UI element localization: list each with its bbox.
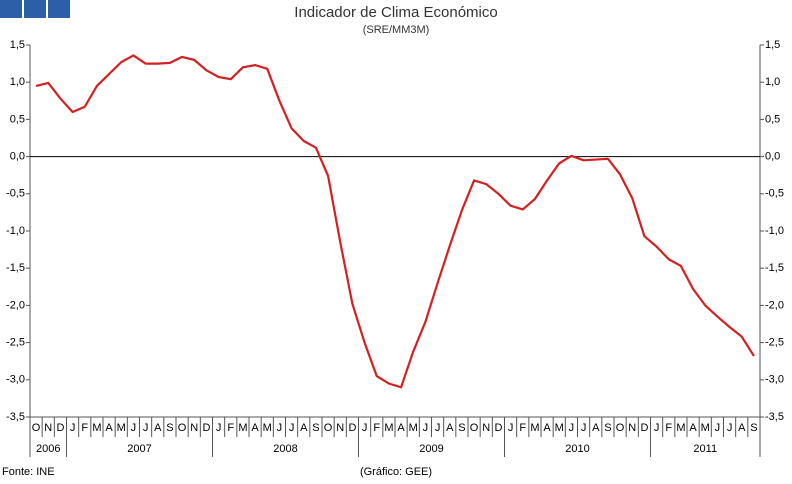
x-tick-label: A bbox=[300, 422, 308, 434]
y-tick-label: 0,0 bbox=[10, 151, 25, 163]
x-tick-label: A bbox=[105, 422, 113, 434]
x-tick-label: N bbox=[628, 422, 636, 434]
x-tick-label: J bbox=[131, 422, 137, 434]
y-tick-label: -1,5 bbox=[6, 262, 25, 274]
x-tick-label: J bbox=[435, 422, 441, 434]
y-tick-label: -1,0 bbox=[6, 225, 25, 237]
y2-tick-label: -2,5 bbox=[765, 337, 784, 349]
x-tick-label: O bbox=[616, 422, 625, 434]
x-tick-label: M bbox=[530, 422, 539, 434]
x-tick-label: S bbox=[604, 422, 611, 434]
x-tick-label: J bbox=[654, 422, 660, 434]
source: Fonte: INE bbox=[2, 466, 55, 478]
x-tick-label: D bbox=[640, 422, 648, 434]
x-tick-label: J bbox=[715, 422, 721, 434]
y-tick-label: -2,5 bbox=[6, 337, 25, 349]
year-label: 2007 bbox=[127, 443, 151, 455]
x-tick-label: O bbox=[324, 422, 333, 434]
x-tick-label: J bbox=[581, 422, 587, 434]
credit: (Gráfico: GEE) bbox=[360, 466, 432, 478]
year-label: 2008 bbox=[273, 443, 297, 455]
y-tick-label: 1,5 bbox=[10, 39, 25, 51]
y2-tick-label: 1,5 bbox=[765, 39, 780, 51]
x-tick-label: F bbox=[81, 422, 88, 434]
x-tick-label: S bbox=[458, 422, 465, 434]
x-tick-label: A bbox=[689, 422, 697, 434]
x-tick-label: J bbox=[727, 422, 733, 434]
x-tick-label: O bbox=[32, 422, 41, 434]
year-label: 2010 bbox=[565, 443, 589, 455]
x-tick-label: F bbox=[227, 422, 234, 434]
y2-tick-label: 0,0 bbox=[765, 151, 780, 163]
chart-subtitle: (SRE/MM3M) bbox=[363, 24, 430, 36]
y2-tick-label: -3,5 bbox=[765, 411, 784, 423]
x-tick-label: O bbox=[470, 422, 479, 434]
data-line bbox=[35, 54, 755, 389]
x-tick-label: M bbox=[701, 422, 710, 434]
x-tick-label: M bbox=[238, 422, 247, 434]
x-tick-label: F bbox=[373, 422, 380, 434]
x-tick-label: N bbox=[482, 422, 490, 434]
x-tick-label: J bbox=[508, 422, 514, 434]
x-tick-label: A bbox=[592, 422, 600, 434]
x-tick-label: A bbox=[446, 422, 454, 434]
x-tick-label: D bbox=[202, 422, 210, 434]
x-tick-label: J bbox=[216, 422, 222, 434]
x-tick-label: M bbox=[117, 422, 126, 434]
y2-tick-label: 0,5 bbox=[765, 113, 780, 125]
x-tick-label: M bbox=[263, 422, 272, 434]
x-tick-label: D bbox=[494, 422, 502, 434]
x-tick-label: J bbox=[362, 422, 368, 434]
y-tick-label: -0,5 bbox=[6, 188, 25, 200]
y-tick-label: -3,0 bbox=[6, 374, 25, 386]
x-tick-label: D bbox=[348, 422, 356, 434]
y2-tick-label: -1,0 bbox=[765, 225, 784, 237]
x-tick-label: M bbox=[384, 422, 393, 434]
x-tick-label: F bbox=[519, 422, 526, 434]
y-tick-label: -2,0 bbox=[6, 299, 25, 311]
logo-block bbox=[24, 0, 46, 18]
y-tick-label: 1,0 bbox=[10, 76, 25, 88]
y2-tick-label: -3,0 bbox=[765, 374, 784, 386]
y2-tick-label: 1,0 bbox=[765, 76, 780, 88]
x-tick-label: A bbox=[251, 422, 259, 434]
x-tick-label: N bbox=[336, 422, 344, 434]
x-tick-label: A bbox=[154, 422, 162, 434]
x-tick-label: J bbox=[143, 422, 149, 434]
y2-tick-label: -1,5 bbox=[765, 262, 784, 274]
year-label: 2009 bbox=[419, 443, 443, 455]
x-tick-label: N bbox=[44, 422, 52, 434]
x-tick-label: S bbox=[166, 422, 173, 434]
x-tick-label: J bbox=[277, 422, 283, 434]
x-tick-label: M bbox=[409, 422, 418, 434]
year-label: 2011 bbox=[693, 443, 717, 455]
chart-title: Indicador de Clima Económico bbox=[294, 4, 497, 21]
x-tick-label: O bbox=[178, 422, 187, 434]
y-tick-label: -3,5 bbox=[6, 411, 25, 423]
y-tick-label: 0,5 bbox=[10, 113, 25, 125]
x-tick-label: J bbox=[289, 422, 295, 434]
x-tick-label: N bbox=[190, 422, 198, 434]
logo-block bbox=[0, 0, 22, 18]
x-tick-label: M bbox=[92, 422, 101, 434]
x-tick-label: D bbox=[56, 422, 64, 434]
year-label: 2006 bbox=[36, 443, 60, 455]
x-tick-label: F bbox=[665, 422, 672, 434]
x-tick-label: S bbox=[750, 422, 757, 434]
x-tick-label: S bbox=[312, 422, 319, 434]
logo-block bbox=[48, 0, 70, 18]
x-tick-label: J bbox=[569, 422, 575, 434]
x-tick-label: A bbox=[397, 422, 405, 434]
x-tick-label: J bbox=[70, 422, 76, 434]
x-tick-label: A bbox=[738, 422, 746, 434]
x-tick-label: A bbox=[543, 422, 551, 434]
x-tick-label: M bbox=[555, 422, 564, 434]
x-tick-label: M bbox=[676, 422, 685, 434]
x-tick-label: J bbox=[423, 422, 429, 434]
y2-tick-label: -2,0 bbox=[765, 299, 784, 311]
y2-tick-label: -0,5 bbox=[765, 188, 784, 200]
